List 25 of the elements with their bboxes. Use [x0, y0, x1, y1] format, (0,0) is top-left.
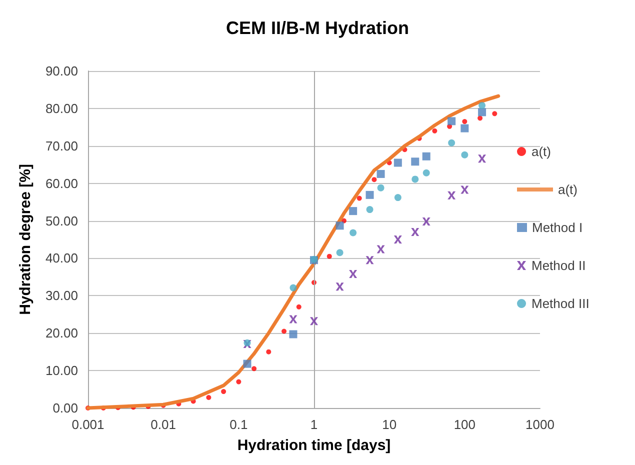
legend-label: a(t): [532, 144, 551, 159]
y-tick-label: 90.00: [45, 64, 78, 78]
y-tick-label: 80.00: [45, 100, 78, 116]
legend-label: a(t): [558, 182, 578, 197]
chart-title: CEM II/B-M Hydration: [226, 18, 409, 38]
y-tick-label: 30.00: [45, 288, 78, 304]
x-axis-title: Hydration time [days]: [237, 437, 391, 454]
y-axis-title: Hydration degree [%]: [17, 164, 34, 315]
y-tick-label: 60.00: [45, 176, 78, 191]
legend-label: Method II: [532, 258, 586, 273]
x-tick-label: 10: [382, 417, 397, 432]
x-tick-label: 0.001: [72, 417, 104, 432]
x-tick-label: 0.1: [230, 417, 248, 432]
x-tick-label: 1000: [526, 417, 554, 432]
y-tick-label: 0.00: [52, 400, 78, 416]
y-tick-label: 10.00: [45, 363, 78, 378]
x-tick-label: 0.01: [150, 417, 176, 432]
y-tick-label: 40.00: [45, 250, 78, 266]
y-tick-label: 50.00: [45, 213, 78, 228]
legend-label: Method III: [532, 296, 590, 311]
legend-label: Method I: [532, 220, 583, 235]
y-tick-label: 70.00: [45, 138, 78, 154]
x-tick-label: 100: [454, 417, 476, 432]
x-tick-label: 1: [310, 417, 318, 432]
y-tick-label: 20.00: [45, 326, 78, 341]
